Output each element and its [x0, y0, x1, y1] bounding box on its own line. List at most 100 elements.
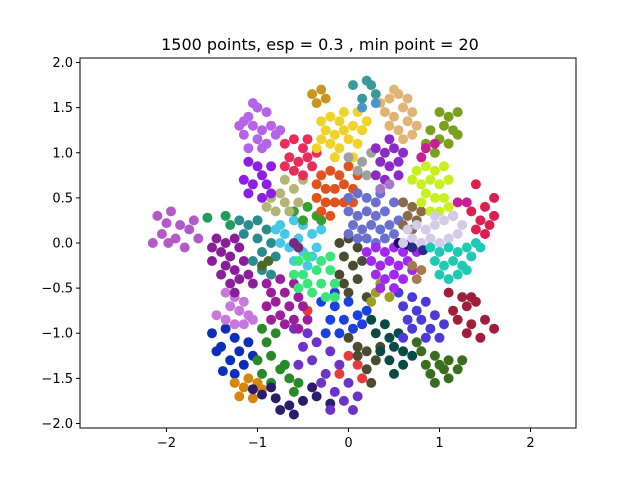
data-point	[252, 161, 263, 172]
data-point	[247, 384, 258, 395]
data-point	[311, 98, 322, 109]
data-point	[266, 350, 277, 361]
data-point	[266, 382, 277, 393]
data-point	[288, 165, 299, 176]
data-point	[352, 188, 363, 199]
series-20	[288, 251, 340, 303]
data-point	[179, 242, 190, 253]
data-point	[375, 283, 386, 294]
data-point	[398, 147, 409, 158]
series-47	[257, 256, 274, 271]
data-point	[439, 215, 449, 226]
data-point	[389, 269, 399, 280]
y-tick-label: 1.0	[52, 146, 73, 161]
data-point	[270, 251, 281, 262]
series-29	[348, 75, 381, 104]
data-point	[366, 314, 377, 325]
data-point	[379, 107, 390, 118]
series-33	[370, 134, 409, 185]
series-31	[311, 161, 363, 221]
data-point	[238, 174, 249, 185]
data-point	[298, 269, 308, 280]
data-point	[334, 143, 345, 154]
data-point	[257, 247, 267, 257]
data-point	[293, 323, 304, 334]
data-point	[352, 310, 363, 321]
data-point	[384, 332, 395, 343]
data-point	[316, 116, 327, 127]
y-tick-label: −1.5	[41, 372, 73, 387]
data-point	[443, 373, 454, 384]
data-point	[361, 170, 372, 181]
data-point	[334, 359, 345, 370]
data-point	[247, 98, 258, 109]
data-point	[475, 215, 486, 226]
data-point	[302, 251, 313, 262]
data-point	[302, 278, 313, 289]
data-point	[416, 179, 427, 190]
data-point	[370, 197, 381, 208]
data-point	[275, 188, 286, 199]
data-point	[361, 247, 372, 257]
data-point	[234, 391, 245, 402]
data-point	[293, 359, 304, 370]
data-point	[229, 287, 240, 298]
data-point	[261, 201, 272, 212]
data-point	[379, 147, 390, 158]
data-point	[207, 242, 217, 253]
data-point	[443, 274, 454, 285]
data-point	[238, 319, 249, 330]
data-point	[311, 391, 322, 402]
data-point	[284, 152, 295, 163]
data-point	[156, 229, 167, 239]
y-tick-label: −2.0	[41, 417, 73, 432]
data-point	[348, 260, 358, 271]
data-point	[243, 156, 254, 167]
data-point	[452, 229, 463, 239]
points-layer	[147, 75, 500, 420]
data-point	[263, 256, 274, 266]
data-point	[470, 179, 481, 190]
x-tick-label: 0	[344, 436, 352, 451]
data-point	[361, 364, 372, 375]
data-point	[298, 170, 308, 181]
data-point	[238, 296, 249, 307]
data-point	[407, 129, 418, 140]
data-point	[343, 161, 354, 172]
data-point	[307, 355, 318, 366]
data-point	[220, 260, 231, 271]
data-point	[357, 224, 368, 235]
data-point	[411, 220, 422, 230]
data-point	[461, 265, 472, 276]
data-point	[461, 197, 472, 208]
data-point	[279, 138, 290, 149]
data-point	[402, 224, 413, 235]
data-point	[420, 188, 431, 199]
data-point	[311, 242, 322, 253]
data-point	[420, 296, 431, 307]
data-point	[338, 278, 349, 289]
data-point	[429, 377, 440, 388]
data-point	[343, 206, 354, 217]
data-point	[311, 265, 322, 276]
data-point	[229, 332, 240, 343]
data-point	[279, 287, 290, 298]
data-point	[266, 314, 277, 325]
data-point	[429, 138, 440, 149]
data-point	[261, 278, 272, 289]
data-point	[302, 134, 313, 145]
series-10	[411, 337, 468, 388]
data-point	[334, 328, 345, 339]
data-point	[343, 287, 354, 298]
data-point	[275, 405, 286, 415]
data-point	[316, 377, 327, 388]
data-point	[238, 229, 249, 239]
data-point	[407, 323, 418, 334]
y-tick-label: 2.0	[52, 56, 73, 71]
data-point	[357, 373, 368, 384]
data-point	[329, 386, 340, 397]
data-point	[489, 323, 500, 334]
data-point	[288, 269, 299, 280]
data-point	[279, 229, 290, 239]
data-point	[257, 389, 267, 400]
